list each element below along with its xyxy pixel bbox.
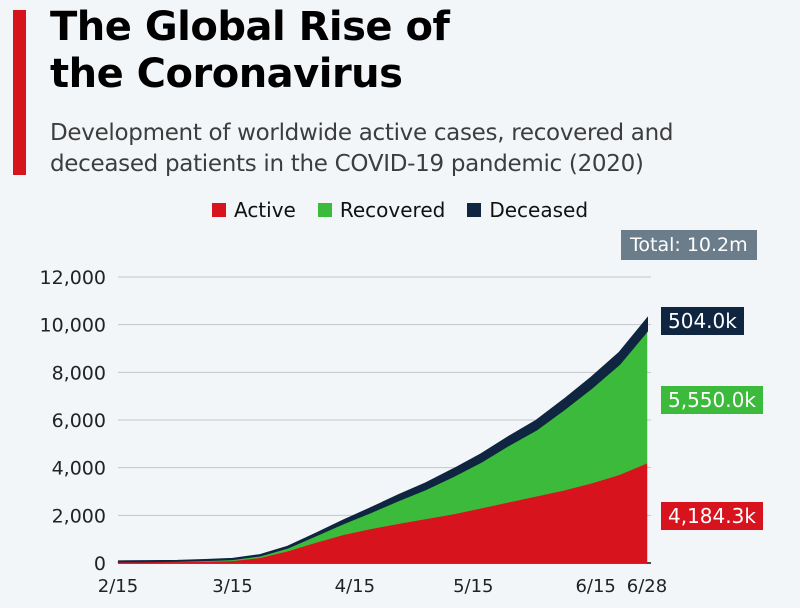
legend-label-active: Active [233,198,296,222]
chart-title: The Global Rise of the Coronavirus [50,4,750,98]
legend-item-recovered: Recovered [317,198,446,222]
legend-item-active: Active [211,198,296,222]
x-tick-label: 2/15 [98,576,138,597]
total-badge: Total: 10.2m [621,230,757,260]
subtitle-line-2: deceased patients in the COVID-19 pandem… [50,151,644,177]
y-tick-label: 10,000 [40,315,106,337]
end-label-recovered: 5,550.0k [661,386,763,414]
y-tick-label: 6,000 [52,410,106,432]
area-deceased [117,316,648,563]
end-label-active: 4,184.3k [661,502,763,530]
title-line-2: the Coronavirus [50,51,403,97]
legend-item-deceased: Deceased [467,198,588,222]
subtitle-line-1: Development of worldwide active cases, r… [50,120,674,146]
y-tick-label: 12,000 [40,267,106,289]
x-tick-label: 6/28 [627,576,667,597]
legend-swatch-active [211,203,226,217]
x-tick-label: 5/15 [453,576,493,597]
accent-bar [13,10,26,175]
end-label-deceased: 504.0k [661,307,744,335]
legend-label-deceased: Deceased [489,198,589,222]
y-tick-label: 0 [94,553,106,575]
legend: Active Recovered Deceased [0,198,800,222]
legend-swatch-deceased [467,203,482,217]
y-tick-label: 2,000 [52,505,106,527]
title-line-1: The Global Rise of [50,4,450,50]
chart-subtitle: Development of worldwide active cases, r… [50,118,790,180]
legend-label-recovered: Recovered [339,198,446,222]
y-tick-label: 4,000 [52,458,106,480]
legend-swatch-recovered [317,203,332,217]
x-tick-label: 6/15 [575,576,615,597]
y-tick-label: 8,000 [52,362,106,384]
x-tick-label: 4/15 [335,576,375,597]
x-tick-label: 3/15 [212,576,252,597]
